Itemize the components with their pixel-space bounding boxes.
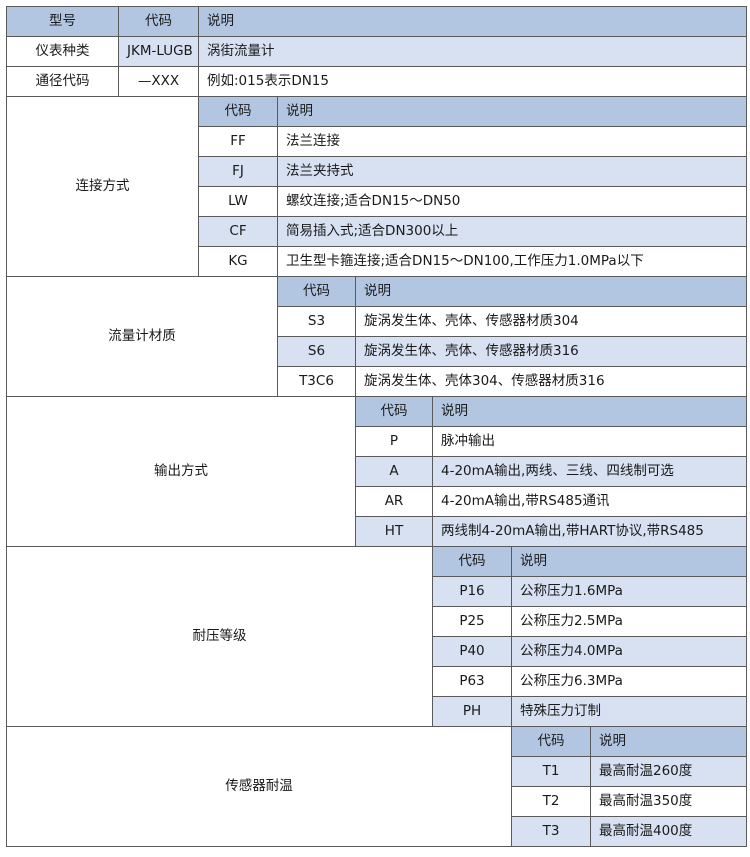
subheader-code-connection: 代码 <box>198 96 278 127</box>
row-code-bore-code: —XXX <box>118 66 199 97</box>
code-cell-kg: KG <box>198 246 278 277</box>
table-row: P25 公称压力2.5MPa <box>7 606 748 637</box>
row-label-bore-code: 通径代码 <box>6 66 119 97</box>
table-row: T1 最高耐温260度 <box>7 756 748 787</box>
table-row: AR 4-20mA输出,带RS485通讯 <box>7 486 748 517</box>
subheader-desc-material: 说明 <box>354 276 748 307</box>
subheader-code-pressure: 代码 <box>432 546 512 577</box>
desc-cell-p63: 公称压力6.3MPa <box>510 666 748 697</box>
subheader-desc-temperature: 说明 <box>589 726 748 757</box>
desc-cell-t3: 最高耐温400度 <box>589 816 748 847</box>
table-row-instrument-type: 仪表种类 JKM-LUGB 涡街流量计 <box>6 36 748 67</box>
row-desc-instrument-type: 涡街流量计 <box>197 36 748 67</box>
desc-cell-s3: 旋涡发生体、壳体、传感器材质304 <box>354 306 748 337</box>
header-cell-model: 型号 <box>6 6 119 37</box>
section-temperature-subheader-row: 传感器耐温 代码 说明 <box>6 726 748 847</box>
subheader-desc-connection: 说明 <box>276 96 748 127</box>
row-label-instrument-type: 仪表种类 <box>6 36 119 67</box>
table-row: P63 公称压力6.3MPa <box>7 666 748 697</box>
code-cell-s3: S3 <box>277 306 356 337</box>
table-row: P 脉冲输出 <box>7 426 748 457</box>
table-row: T3C6 旋涡发生体、壳体304、传感器材质316 <box>7 366 748 397</box>
desc-cell-fj: 法兰夹持式 <box>276 156 748 187</box>
desc-cell-p40: 公称压力4.0MPa <box>510 636 748 667</box>
header-cell-description: 说明 <box>197 6 748 37</box>
subheader-code-temperature: 代码 <box>511 726 591 757</box>
code-cell-p63: P63 <box>432 666 512 697</box>
desc-cell-lw: 螺纹连接;适合DN15～DN50 <box>276 186 748 217</box>
spec-table-body: 型号 代码 说明 仪表种类 JKM-LUGB 涡街流量计 通径代码 —XXX 例… <box>6 6 748 847</box>
code-cell-t1: T1 <box>511 756 591 787</box>
section-label-material: 流量计材质 <box>6 276 278 397</box>
code-cell-cf: CF <box>198 216 278 247</box>
code-cell-t3: T3 <box>511 816 591 847</box>
table-row: S3 旋涡发生体、壳体、传感器材质304 <box>7 306 748 337</box>
section-label-connection: 连接方式 <box>6 96 199 277</box>
code-cell-ff: FF <box>198 126 278 157</box>
code-cell-ph: PH <box>432 696 512 727</box>
desc-cell-t3c6: 旋涡发生体、壳体304、传感器材质316 <box>354 366 748 397</box>
code-cell-ar: AR <box>355 486 433 517</box>
section-connection-subheader-row: 连接方式 代码 说明 <box>6 96 748 277</box>
desc-cell-a: 4-20mA输出,两线、三线、四线制可选 <box>431 456 748 487</box>
code-cell-t3c6: T3C6 <box>277 366 356 397</box>
code-cell-t2: T2 <box>511 786 591 817</box>
subheader-desc-pressure: 说明 <box>510 546 748 577</box>
desc-cell-cf: 简易插入式;适合DN300以上 <box>276 216 748 247</box>
section-label-pressure: 耐压等级 <box>6 546 433 727</box>
table-row: CF 简易插入式;适合DN300以上 <box>7 216 748 247</box>
row-code-instrument-type: JKM-LUGB <box>118 36 199 67</box>
subheader-code-output: 代码 <box>355 396 433 427</box>
row-desc-bore-code: 例如:015表示DN15 <box>197 66 748 97</box>
table-row: LW 螺纹连接;适合DN15～DN50 <box>7 186 748 217</box>
code-cell-p25: P25 <box>432 606 512 637</box>
table-row: T2 最高耐温350度 <box>7 786 748 817</box>
code-cell-p: P <box>355 426 433 457</box>
table-row-bore-code: 通径代码 —XXX 例如:015表示DN15 <box>6 66 748 97</box>
desc-cell-t2: 最高耐温350度 <box>589 786 748 817</box>
code-cell-ht: HT <box>355 516 433 547</box>
code-cell-fj: FJ <box>198 156 278 187</box>
desc-cell-ff: 法兰连接 <box>276 126 748 157</box>
table-row: PH 特殊压力订制 <box>7 696 748 727</box>
section-pressure-subheader-row: 耐压等级 代码 说明 <box>6 546 748 727</box>
subheader-code-material: 代码 <box>277 276 356 307</box>
table-header-row: 型号 代码 说明 <box>6 6 748 37</box>
code-cell-lw: LW <box>198 186 278 217</box>
table-row: FJ 法兰夹持式 <box>7 156 748 187</box>
desc-cell-ht: 两线制4-20mA输出,带HART协议,带RS485 <box>431 516 748 547</box>
section-label-temperature: 传感器耐温 <box>6 726 512 847</box>
desc-cell-p16: 公称压力1.6MPa <box>510 576 748 607</box>
code-cell-p16: P16 <box>432 576 512 607</box>
product-selection-spec-table: 型号 代码 说明 仪表种类 JKM-LUGB 涡街流量计 通径代码 —XXX 例… <box>6 6 748 847</box>
desc-cell-kg: 卫生型卡箍连接;适合DN15～DN100,工作压力1.0MPa以下 <box>276 246 748 277</box>
desc-cell-ph: 特殊压力订制 <box>510 696 748 727</box>
section-material-subheader-row: 流量计材质 代码 说明 <box>6 276 748 397</box>
table-row: HT 两线制4-20mA输出,带HART协议,带RS485 <box>7 516 748 547</box>
desc-cell-s6: 旋涡发生体、壳体、传感器材质316 <box>354 336 748 367</box>
section-output-subheader-row: 输出方式 代码 说明 <box>6 396 748 547</box>
code-cell-s6: S6 <box>277 336 356 367</box>
header-cell-code: 代码 <box>118 6 199 37</box>
desc-cell-p25: 公称压力2.5MPa <box>510 606 748 637</box>
code-cell-a: A <box>355 456 433 487</box>
section-label-output: 输出方式 <box>6 396 356 547</box>
code-cell-p40: P40 <box>432 636 512 667</box>
desc-cell-p: 脉冲输出 <box>431 426 748 457</box>
subheader-desc-output: 说明 <box>431 396 748 427</box>
desc-cell-t1: 最高耐温260度 <box>589 756 748 787</box>
table-row: T3 最高耐温400度 <box>7 816 748 847</box>
desc-cell-ar: 4-20mA输出,带RS485通讯 <box>431 486 748 517</box>
table-row: P16 公称压力1.6MPa <box>7 576 748 607</box>
